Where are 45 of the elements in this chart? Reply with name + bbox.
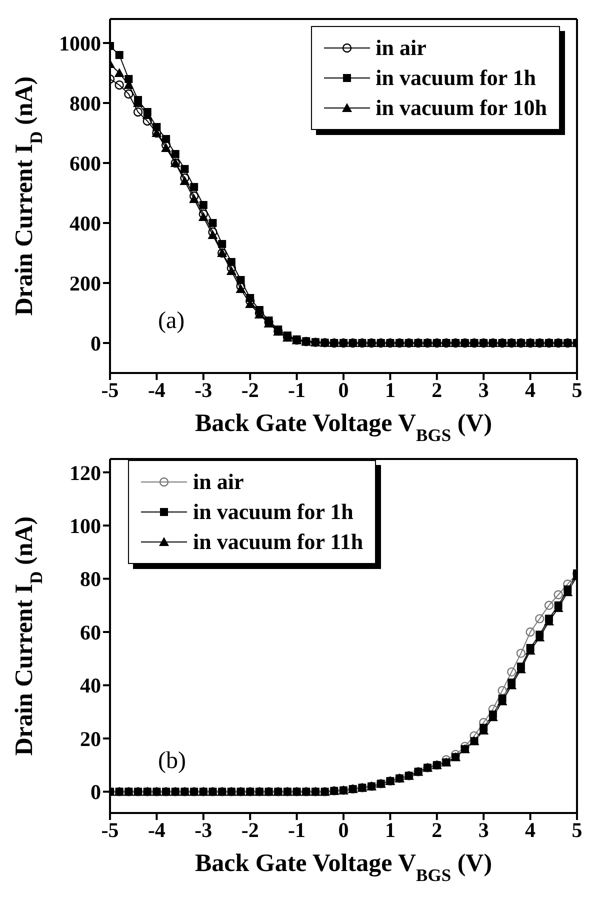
x-tick-label: 4 xyxy=(525,818,536,842)
x-tick-label: -3 xyxy=(194,818,212,842)
x-tick-label: 3 xyxy=(478,818,489,842)
x-tick-label: 3 xyxy=(478,378,489,402)
x-axis-title: Back Gate Voltage V$_{BGS}$ (V) xyxy=(194,850,492,885)
y-tick-label: 800 xyxy=(70,91,101,116)
y-tick-label: 0 xyxy=(90,331,101,356)
x-axis-title: Back Gate Voltage V$_{BGS}$ (V) xyxy=(194,410,492,445)
y-tick-label: 20 xyxy=(80,726,101,751)
y-tick-label: 0 xyxy=(90,780,101,804)
y-tick-label: 1000 xyxy=(59,31,101,56)
x-tick-label: 5 xyxy=(572,818,582,842)
y-tick-label: 400 xyxy=(70,211,101,236)
legend-label: in vacuum for 11h xyxy=(193,528,364,556)
x-tick-label: 2 xyxy=(432,378,442,402)
y-tick-label: 40 xyxy=(80,674,101,698)
x-tick-label: 0 xyxy=(338,818,349,842)
x-tick-label: -2 xyxy=(241,818,259,842)
y-tick-label: 200 xyxy=(70,271,101,296)
y-tick-label: 60 xyxy=(80,620,101,644)
legend-label: in vacuum for 1h xyxy=(376,64,536,92)
x-tick-label: -1 xyxy=(288,818,306,842)
x-tick-label: 0 xyxy=(338,378,349,402)
y-tick-label: 80 xyxy=(80,567,101,592)
x-tick-label: 1 xyxy=(384,378,396,402)
x-tick-label: -5 xyxy=(101,378,119,402)
x-tick-label: 2 xyxy=(432,818,442,842)
legend-label: in air xyxy=(193,468,244,496)
legend-label: in vacuum for 1h xyxy=(193,498,354,526)
x-tick-label: -5 xyxy=(101,818,119,842)
x-tick-label: 4 xyxy=(525,378,536,402)
annotation: (a) xyxy=(158,308,185,335)
x-tick-label: -4 xyxy=(148,378,166,402)
x-tick-label: -1 xyxy=(288,378,306,402)
y-tick-label: 600 xyxy=(70,151,101,176)
x-tick-label: -3 xyxy=(194,378,212,402)
y-tick-label: 100 xyxy=(70,514,101,538)
x-tick-label: 1 xyxy=(384,818,396,842)
x-tick-label: -2 xyxy=(241,378,259,402)
legend-label: in vacuum for 10h xyxy=(376,94,547,122)
annotation: (b) xyxy=(158,748,186,775)
x-tick-label: 5 xyxy=(572,378,582,402)
legend-label: in air xyxy=(376,34,426,62)
x-tick-label: -4 xyxy=(148,818,166,842)
y-tick-label: 120 xyxy=(70,460,101,485)
